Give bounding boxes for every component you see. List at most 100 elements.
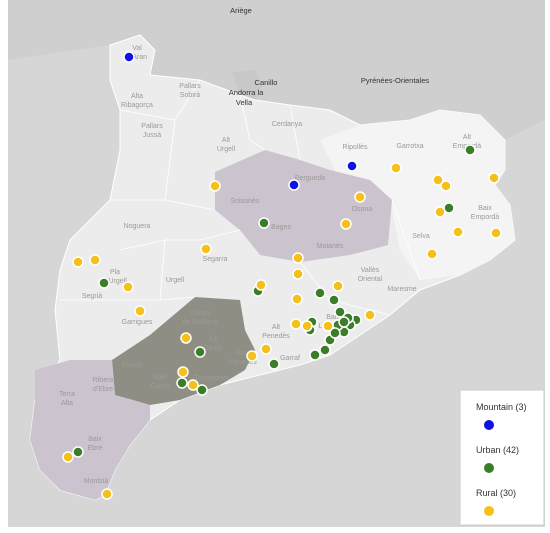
point [319, 344, 331, 356]
point [180, 332, 192, 344]
point [177, 366, 189, 378]
point [209, 180, 221, 192]
ebre-area [30, 360, 150, 500]
place-label: Camp [204, 345, 223, 352]
point [98, 277, 110, 289]
place-label: Maresme [387, 286, 416, 293]
point [432, 174, 444, 186]
camp-area [112, 297, 255, 405]
place-label: Tarragonès [194, 375, 230, 382]
place-label: Sobirà [180, 92, 200, 99]
point [258, 217, 270, 229]
point [464, 144, 476, 156]
point [246, 350, 258, 362]
point [452, 226, 464, 238]
place-label: Baix [153, 374, 167, 381]
place-label: Oriental [358, 276, 383, 283]
place-label: Garraf [280, 355, 300, 362]
point [122, 281, 134, 293]
place-label: Solsonès [231, 198, 260, 205]
point [329, 327, 341, 339]
borders [60, 79, 421, 316]
place-label: Berguedà [295, 175, 325, 182]
point [101, 488, 113, 500]
point [268, 358, 280, 370]
point [332, 280, 344, 292]
place-label: Selva [412, 233, 430, 240]
place-label: Ripollès [343, 144, 368, 151]
place-label: Alta [131, 93, 143, 100]
outside-label: Andorra la [229, 88, 264, 97]
place-label: Pallars [179, 83, 201, 90]
place-label: Jussà [143, 132, 161, 139]
point [176, 377, 188, 389]
place-label: Pla [110, 269, 120, 276]
place-label: Alta [61, 400, 73, 407]
point [134, 305, 146, 317]
place-label: Penedès [229, 359, 257, 366]
place-label: Alt [209, 336, 217, 343]
place-label: Alt [272, 324, 280, 331]
outside-label: Canillo [255, 78, 278, 87]
point [338, 316, 350, 328]
place-label: Empordà [471, 214, 500, 221]
points [62, 51, 502, 500]
legend-box [459, 389, 545, 526]
legend: Mountain (3) Urban (42) Rural (30) [476, 402, 527, 516]
point [288, 179, 300, 191]
place-label: Alt [463, 134, 471, 141]
place-label: Osona [352, 206, 373, 213]
point [488, 172, 500, 184]
place-label: Penedès [262, 333, 290, 340]
place-label: Moianès [317, 243, 344, 250]
point [187, 379, 199, 391]
place-label: Garrotxa [396, 143, 423, 150]
point [354, 191, 366, 203]
place-label: Conca [190, 310, 210, 317]
point [346, 160, 358, 172]
place-label: Garrigues [122, 319, 153, 326]
point [72, 256, 84, 268]
point [309, 349, 321, 361]
place-label: de Barberà [183, 319, 218, 326]
point [194, 346, 206, 358]
point [434, 206, 446, 218]
point [290, 318, 302, 330]
outside-label: Pyrénées-Orientales [361, 76, 430, 85]
point [426, 248, 438, 260]
point [72, 446, 84, 458]
outside-label: Vella [236, 98, 253, 107]
point [490, 227, 502, 239]
place-label: Ribera [93, 377, 114, 384]
place-label: Pallars [141, 123, 163, 130]
point [334, 306, 346, 318]
place-label: Urgell [166, 277, 185, 284]
place-label: Alt [222, 137, 230, 144]
point [322, 320, 334, 332]
france [8, 0, 545, 140]
place-label: Baix [326, 314, 340, 321]
andorra [232, 70, 262, 100]
outside-label: Ariège [230, 6, 252, 15]
place-label: Baix [478, 205, 492, 212]
point [89, 254, 101, 266]
place-label: d'Urgell [103, 278, 127, 285]
place-labels: Val d'Aran Alta Ribagorça Pallars Sobirà Palla… [59, 45, 499, 485]
point [314, 287, 326, 299]
place-label: Ebre [88, 445, 103, 452]
legend-swatch [484, 506, 494, 516]
place-label: Terra [59, 391, 75, 398]
point [340, 218, 352, 230]
legend-swatch [484, 463, 494, 473]
point [364, 309, 376, 321]
central-area [215, 150, 392, 262]
place-label: d'Ebre [93, 386, 113, 393]
point [255, 279, 267, 291]
legend-label: Rural (30) [476, 488, 516, 498]
point [291, 293, 303, 305]
place-label: Vallès [361, 267, 380, 274]
place-label: Noguera [124, 223, 151, 230]
point [196, 384, 208, 396]
place-label: Val [132, 45, 142, 52]
point [260, 343, 272, 355]
